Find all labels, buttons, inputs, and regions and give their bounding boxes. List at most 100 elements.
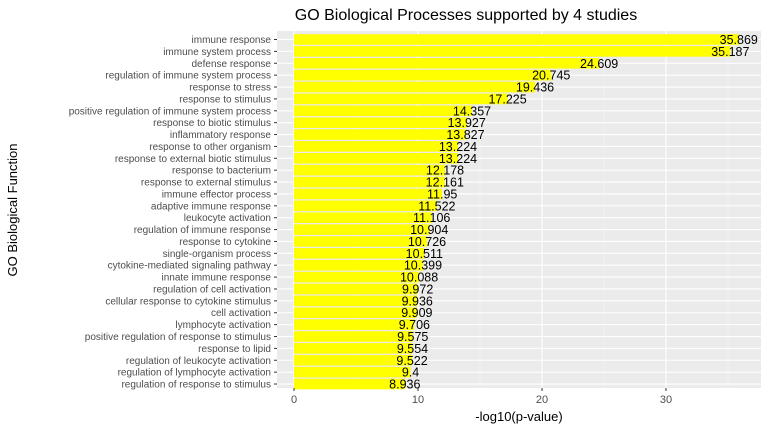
bar — [294, 34, 739, 45]
category-label: single-organism process — [163, 249, 271, 260]
bar — [294, 129, 466, 140]
y-axis-title: GO Biological Function — [5, 144, 20, 277]
category-label: immune response — [192, 35, 272, 46]
bar-value-label: 10.399 — [404, 259, 442, 273]
bar — [294, 224, 430, 235]
bar-value-label: 12.161 — [426, 176, 464, 190]
x-tick-labels: 0 10 20 30 — [291, 388, 672, 406]
bar — [294, 366, 411, 378]
category-label: lymphocyte activation — [175, 320, 271, 331]
bar-value-label: 20.745 — [532, 69, 570, 83]
category-label: defense response — [191, 59, 271, 70]
category-label: regulation of response to stimulus — [121, 380, 271, 391]
bar — [294, 271, 420, 283]
x-axis-title: -log10(p-value) — [475, 409, 562, 424]
bar — [294, 248, 425, 259]
x-tick-label: 20 — [536, 394, 548, 406]
bar — [294, 117, 467, 128]
chart-title: GO Biological Processes supported by 4 s… — [295, 7, 637, 24]
bar — [294, 141, 458, 152]
bar — [294, 259, 423, 271]
bar-value-label: 17.225 — [488, 92, 526, 106]
category-label: cell activation — [211, 308, 271, 319]
bar-value-label: 13.927 — [448, 116, 486, 130]
x-tick-label: 30 — [660, 394, 672, 406]
bar — [294, 176, 445, 188]
category-label: regulation of leukocyte activation — [126, 356, 271, 367]
bar-value-label: 19.436 — [516, 81, 554, 95]
bar-value-label: 35.869 — [720, 33, 758, 47]
category-label: response to external biotic stimulus — [115, 154, 271, 165]
category-label: response to external stimulus — [141, 178, 271, 189]
category-label: adaptive immune response — [151, 201, 272, 212]
bar — [294, 319, 415, 330]
category-label: response to bacterium — [172, 166, 271, 177]
bar-value-label: 9.554 — [397, 342, 428, 356]
bar-value-label: 13.224 — [439, 152, 477, 166]
category-label: response to other organism — [149, 142, 271, 153]
bar — [294, 283, 418, 295]
bar — [294, 164, 446, 176]
bar — [294, 81, 536, 93]
x-tick-label: 0 — [291, 394, 297, 406]
bar-value-label: 14.357 — [453, 104, 491, 118]
bar — [294, 212, 432, 223]
bar — [294, 331, 413, 342]
category-label: regulation of lymphocyte activation — [118, 368, 271, 379]
category-label: inflammatory response — [170, 130, 272, 141]
bar — [294, 69, 552, 81]
category-label: immune system process — [163, 47, 271, 58]
category-label: positive regulation of immune system pro… — [69, 106, 271, 117]
bar-value-label: 13.827 — [446, 128, 484, 142]
bar — [294, 378, 405, 390]
category-label: regulation of immune system process — [105, 71, 271, 82]
category-label: response to biotic stimulus — [153, 118, 271, 129]
bar — [294, 153, 458, 164]
bar — [294, 200, 437, 212]
category-label: leukocyte activation — [184, 213, 271, 224]
category-label: response to lipid — [198, 344, 271, 355]
bar-value-label: 24.609 — [580, 57, 618, 71]
category-label: cytokine-mediated signaling pathway — [108, 261, 271, 272]
category-label: regulation of immune response — [134, 225, 272, 236]
bar-value-label: 9.706 — [399, 318, 430, 332]
bar — [294, 307, 417, 319]
category-label: innate immune response — [161, 273, 271, 284]
category-label: response to cytokine — [179, 237, 271, 248]
bar — [294, 236, 428, 247]
bar-value-label: 9.4 — [402, 366, 419, 380]
bar-value-label: 12.178 — [426, 164, 464, 178]
bar — [294, 105, 473, 117]
bar-value-label: 35.187 — [711, 45, 749, 59]
bar-value-label: 10.904 — [410, 223, 448, 237]
bar-value-label: 8.936 — [389, 378, 420, 392]
bar-value-label: 9.522 — [396, 354, 427, 368]
bar-value-label: 10.088 — [400, 271, 438, 285]
category-label: response to stress — [189, 83, 271, 94]
bar — [294, 93, 508, 105]
bar-value-label: 9.936 — [402, 294, 433, 308]
bar-value-label: 11.106 — [413, 211, 450, 225]
bar — [294, 188, 443, 200]
bar-value-label: 10.511 — [406, 247, 443, 261]
category-label: regulation of cell activation — [153, 284, 271, 295]
category-label: response to stimulus — [179, 94, 271, 105]
bar — [294, 354, 413, 366]
bar-value-label: 11.95 — [427, 187, 457, 201]
category-label: positive regulation of response to stimu… — [85, 332, 271, 343]
bar — [294, 46, 731, 57]
bar-value-label: 13.224 — [439, 140, 477, 154]
bar — [294, 343, 413, 354]
bar-value-label: 9.909 — [401, 306, 432, 320]
bar-value-label: 9.575 — [397, 330, 428, 344]
bar-value-label: 11.522 — [418, 199, 455, 213]
bar-value-label: 9.972 — [402, 282, 433, 296]
bar-value-label: 10.726 — [408, 235, 446, 249]
x-tick-label: 10 — [412, 394, 424, 406]
category-label: cellular response to cytokine stimulus — [105, 296, 271, 307]
category-label: immune effector process — [162, 189, 271, 200]
bar — [294, 295, 418, 307]
